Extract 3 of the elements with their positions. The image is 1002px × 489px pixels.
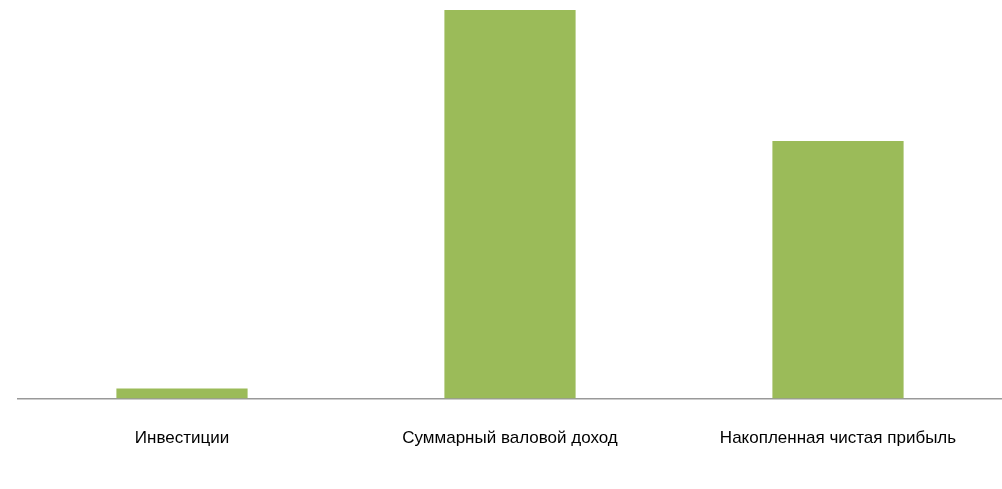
x-tick-label: Накопленная чистая прибыль <box>719 428 957 448</box>
x-tick-label: Суммарный валовой доход <box>402 428 618 448</box>
x-tick-label: Инвестиции <box>134 428 230 448</box>
